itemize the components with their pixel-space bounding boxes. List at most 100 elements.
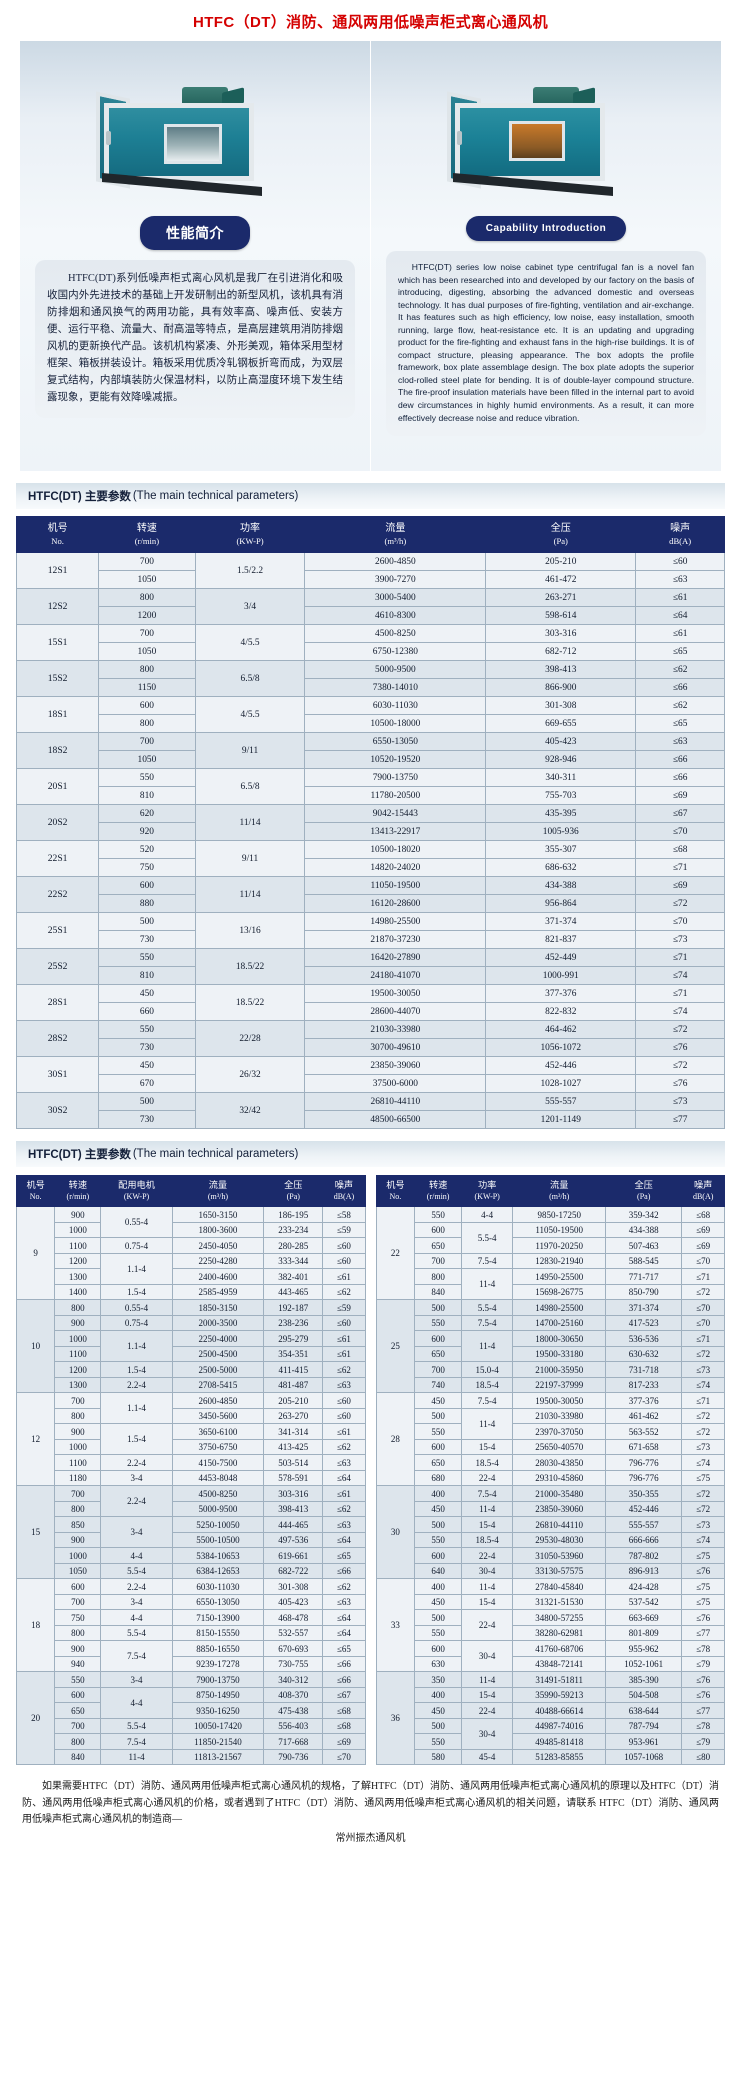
motor-cell: 3-4	[100, 1671, 173, 1688]
model-cell: 18S2	[15, 732, 100, 770]
rpm-cell: 550	[54, 1671, 102, 1688]
rpm-cell: 1400	[54, 1283, 102, 1301]
pressure-cell: 821-837	[485, 930, 637, 950]
table-row: 880 16120-28600 956-864 ≤72	[17, 894, 725, 914]
flow-cell: 6550-13050	[171, 1593, 265, 1611]
rpm-cell: 840	[54, 1748, 102, 1766]
flow-cell: 12830-21940	[512, 1252, 607, 1270]
table-row: 1150 7380-14010 866-900 ≤66	[17, 678, 725, 698]
rpm-cell: 550	[414, 1423, 462, 1440]
rpm-cell: 500	[414, 1516, 462, 1533]
motor-cell: 22-4	[460, 1469, 514, 1487]
flow-cell: 2250-4000	[171, 1330, 265, 1347]
motor-cell: 0.55-4	[100, 1299, 173, 1316]
rpm-cell: 600	[414, 1547, 462, 1564]
pressure-cell: 771-717	[605, 1268, 683, 1285]
rpm-cell: 450	[98, 984, 196, 1004]
noise-cell: ≤78	[681, 1640, 725, 1657]
flow-cell: 9850-17250	[512, 1206, 607, 1223]
table-row: 12S1 700 1.5/2.2 2600-4850 205-210 ≤60	[15, 552, 725, 590]
flow-cell: 38280-62981	[512, 1624, 607, 1642]
noise-cell: ≤72	[681, 1423, 725, 1440]
table-row: 18 600 2.2-4 6030-11030 301-308 ≤62	[15, 1578, 366, 1673]
rpm-cell: 550	[414, 1733, 462, 1750]
pressure-cell: 686-632	[485, 858, 637, 878]
table-row: 20S2 620 11/14 9042-15443 435-395 ≤67	[15, 804, 725, 842]
motor-cell: 7.5-4	[460, 1392, 514, 1409]
model-cell: 22S2	[15, 876, 100, 914]
flow-cell: 11850-21540	[171, 1733, 265, 1750]
table-row: 400 15-4 35990-59213 504-508 ≤76	[376, 1686, 725, 1704]
section-heading-2: HTFC(DT) 主要参数 (The main technical parame…	[16, 1141, 725, 1168]
table-row: 800 5.5-4 8150-15550 532-557 ≤64	[17, 1624, 366, 1642]
flow-cell: 11050-19500	[304, 876, 487, 896]
noise-cell: ≤71	[635, 948, 725, 968]
model-cell: 20	[15, 1671, 56, 1766]
rpm-cell: 1300	[54, 1268, 102, 1285]
table-row: 28 450 7.5-4 19500-30050 377-376 ≤71	[375, 1392, 725, 1487]
table-row: 600 11-4 18000-30650 536-536 ≤71	[376, 1330, 725, 1363]
model-cell: 30S1	[15, 1056, 100, 1094]
noise-cell: ≤60	[322, 1252, 366, 1270]
rpm-cell: 450	[414, 1593, 462, 1611]
table-row: 30S2 500 32/42 26810-44110 555-557 ≤73	[15, 1092, 725, 1130]
rpm-cell: 1050	[54, 1562, 102, 1580]
noise-cell: ≤73	[681, 1516, 725, 1533]
table-row: 730 21870-37230 821-837 ≤73	[17, 930, 725, 950]
rpm-cell: 700	[54, 1593, 102, 1611]
flow-cell: 7380-14010	[304, 678, 487, 698]
pressure-cell: 468-478	[263, 1609, 324, 1626]
noise-cell: ≤65	[635, 642, 725, 662]
table-row: 900 0.75-4 2000-3500 238-236 ≤60	[17, 1314, 366, 1332]
flow-cell: 31321-51530	[512, 1593, 607, 1611]
motor-cell: 0.75-4	[100, 1237, 173, 1254]
noise-cell: ≤60	[322, 1407, 366, 1425]
pressure-cell: 955-962	[605, 1640, 683, 1657]
pressure-cell: 1000-991	[485, 966, 637, 986]
model-cell: 25S1	[15, 912, 100, 950]
flow-cell: 28600-44070	[304, 1002, 487, 1022]
rpm-cell: 1000	[54, 1547, 102, 1564]
pressure-cell: 731-718	[605, 1361, 683, 1378]
rpm-cell: 1180	[54, 1469, 102, 1487]
motor-cell: 1.5-4	[100, 1361, 173, 1378]
flow-cell: 29530-48030	[512, 1531, 607, 1549]
noise-cell: ≤72	[681, 1283, 725, 1301]
pressure-cell: 682-712	[485, 642, 637, 662]
table2-left-head: 机号 No. 转速 (r/min) 配用电机 (KW-P) 流量 (m³/h) 全压 (Pa) 噪声…	[15, 1175, 366, 1208]
noise-cell: ≤61	[322, 1268, 366, 1285]
pressure-cell: 452-449	[485, 948, 637, 968]
pressure-cell: 340-311	[485, 768, 637, 788]
table-row: 18S1 600 4/5.5 6030-11030 301-308 ≤62	[15, 696, 725, 734]
noise-cell: ≤70	[681, 1314, 725, 1332]
rpm-cell: 550	[414, 1624, 462, 1642]
motor-cell: 11-4	[460, 1330, 514, 1363]
table-row: 500 11-4 21030-33980 461-462 ≤72	[376, 1407, 725, 1440]
noise-cell: ≤75	[681, 1547, 725, 1564]
power-cell: 1.5/2.2	[194, 552, 306, 590]
pressure-cell: 1056-1072	[485, 1038, 637, 1058]
model-cell: 25	[375, 1299, 416, 1394]
pressure-cell: 405-423	[485, 732, 637, 752]
flow-cell: 14700-25160	[512, 1314, 607, 1332]
flow-cell: 3750-6750	[171, 1438, 265, 1456]
flow-cell: 11970-20250	[512, 1237, 607, 1254]
badge-performance-intro: 性能简介	[140, 216, 250, 250]
pressure-cell: 398-413	[485, 660, 637, 680]
pressure-cell: 532-557	[263, 1624, 324, 1642]
noise-cell: ≤77	[635, 1110, 725, 1130]
motor-cell: 30-4	[460, 1562, 514, 1580]
flow-cell: 30700-49610	[304, 1038, 487, 1058]
flow-cell: 14950-25500	[512, 1268, 607, 1285]
pressure-cell: 671-658	[605, 1438, 683, 1456]
model-cell: 15S2	[15, 660, 100, 698]
rpm-cell: 630	[414, 1655, 462, 1673]
motor-cell: 18.5-4	[460, 1376, 514, 1394]
rpm-cell: 660	[98, 1002, 196, 1022]
model-cell: 12	[15, 1392, 56, 1487]
table-row: 450 22-4 40488-66614 638-644 ≤77	[376, 1702, 725, 1719]
table-row: 680 22-4 29310-45860 796-776 ≤75	[376, 1469, 725, 1487]
pressure-cell: 340-312	[263, 1671, 324, 1688]
table-row: 1050 6750-12380 682-712 ≤65	[17, 642, 725, 662]
column-header-4: 全压 (Pa)	[263, 1175, 324, 1208]
